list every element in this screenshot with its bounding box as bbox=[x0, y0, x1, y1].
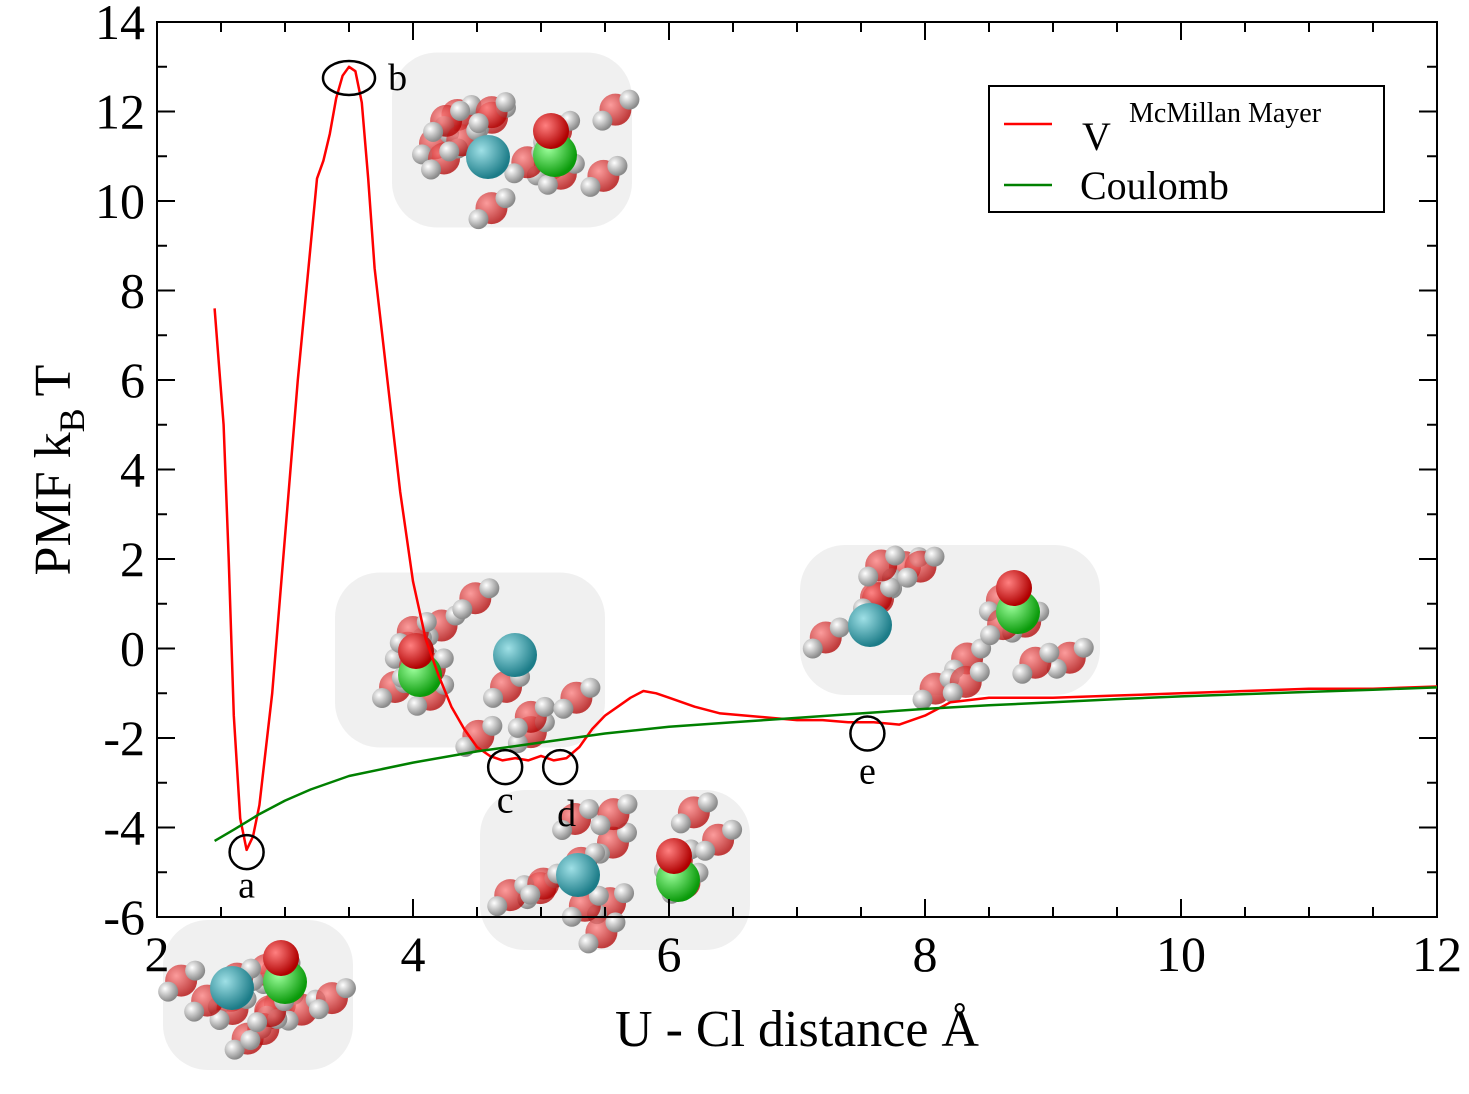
annotation-circle-c bbox=[486, 748, 524, 786]
x-tick-label: 8 bbox=[913, 926, 938, 982]
y-tick-label: -2 bbox=[103, 710, 145, 766]
y-tick-labels: -6 -4 -2 0 2 4 6 8 10 12 14 bbox=[95, 0, 145, 945]
legend-box bbox=[988, 85, 1385, 213]
x-tick-label: 12 bbox=[1412, 926, 1462, 982]
annotation-label-a: a bbox=[238, 865, 255, 907]
cluster-a bbox=[158, 920, 356, 1070]
x-tick-label: 6 bbox=[657, 926, 682, 982]
y-tick-label: -4 bbox=[103, 800, 145, 856]
x-axis-title: U - Cl distance Å bbox=[615, 1001, 979, 1058]
cluster-d bbox=[480, 790, 750, 954]
y-tick-label: 10 bbox=[95, 173, 145, 229]
state-annotations: a b c d e bbox=[228, 57, 886, 907]
y-tick-label: 2 bbox=[120, 531, 145, 587]
y-tick-label: 0 bbox=[120, 621, 145, 677]
annotation-label-d: d bbox=[557, 793, 576, 835]
annotation-circle-e bbox=[849, 715, 886, 752]
y-tick-label: 4 bbox=[120, 442, 145, 498]
legend-label-coulomb: Coulomb bbox=[1080, 163, 1229, 208]
y-axis-title: PMF kB T bbox=[25, 365, 92, 576]
annotation-label-c: c bbox=[497, 780, 514, 822]
y-tick-label: 14 bbox=[95, 0, 145, 50]
cluster-e bbox=[800, 545, 1100, 710]
annotation-label-e: e bbox=[859, 751, 876, 793]
x-tick-labels: 2 4 6 8 10 12 bbox=[145, 926, 1463, 982]
cluster-c bbox=[335, 572, 605, 757]
y-tick-label: 8 bbox=[120, 263, 145, 319]
y-tick-label: 12 bbox=[95, 84, 145, 140]
annotation-circle-b bbox=[321, 59, 377, 97]
x-tick-label: 10 bbox=[1156, 926, 1206, 982]
x-tick-label: 4 bbox=[401, 926, 426, 982]
y-tick-label: -6 bbox=[103, 889, 145, 945]
y-tick-label: 6 bbox=[120, 352, 145, 408]
x-tick-label: 2 bbox=[145, 926, 170, 982]
cluster-b bbox=[392, 52, 640, 230]
molecular-snapshots bbox=[158, 52, 1100, 1070]
legend-label-v-superscript: McMillan Mayer bbox=[1129, 98, 1322, 129]
series-line-coulomb bbox=[213, 686, 1438, 842]
legend: V McMillan Mayer Coulomb bbox=[988, 85, 1385, 213]
svg-text:PMF kB T: PMF kB T bbox=[25, 365, 92, 576]
axis-ticks bbox=[156, 21, 1438, 918]
annotation-circle-a bbox=[228, 833, 265, 871]
legend-label-v: V bbox=[1082, 114, 1111, 159]
annotation-circle-d bbox=[541, 748, 579, 786]
annotation-label-b: b bbox=[388, 57, 407, 99]
